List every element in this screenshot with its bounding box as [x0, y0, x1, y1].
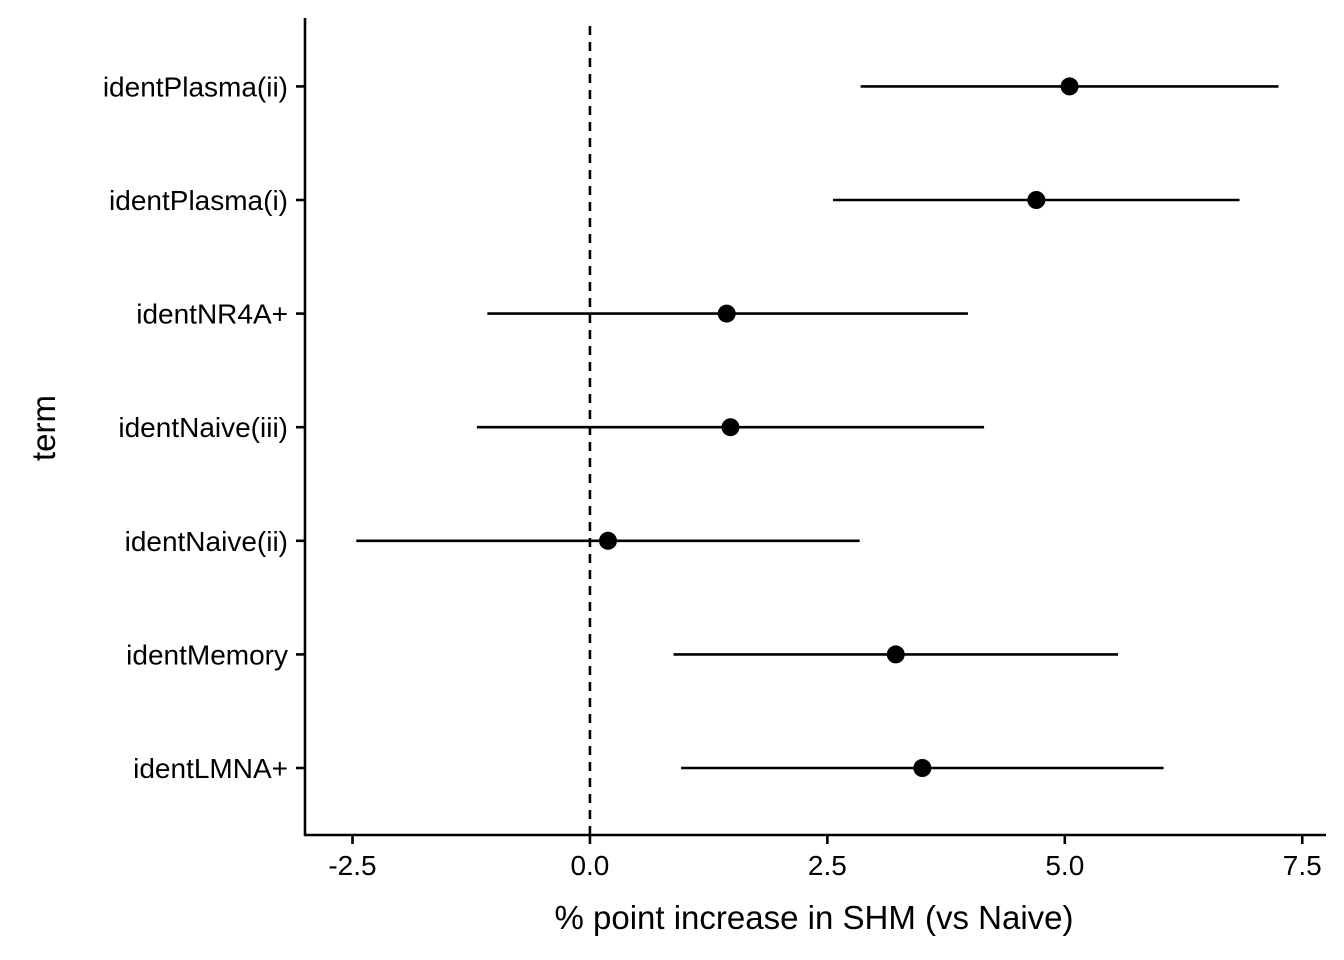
plot-marks: -2.5 0.0 2.5 5.0 7.5 identLMNA+ identMemory ide… [103, 18, 1326, 881]
x-tick-label: 2.5 [808, 850, 847, 881]
y-tick-label: identMemory [126, 639, 288, 670]
x-tick-label: -2.5 [328, 850, 376, 881]
estimate-point [1027, 191, 1046, 209]
estimate-point [1060, 77, 1079, 96]
estimate-point [721, 418, 740, 437]
x-tick-label: 7.5 [1283, 850, 1322, 881]
y-axis-title: term [25, 395, 62, 461]
x-axis-title: % point increase in SHM (vs Naive) [554, 899, 1073, 936]
y-tick-label: identPlasma(i) [109, 185, 288, 216]
y-tick-label: identNR4A+ [136, 299, 288, 330]
estimate-point [598, 531, 617, 550]
y-tick-label: identPlasma(ii) [103, 71, 288, 102]
estimate-point [886, 645, 905, 664]
estimate-point [717, 304, 736, 323]
y-tick-label: identNaive(ii) [125, 526, 288, 557]
x-tick-label: 5.0 [1045, 850, 1084, 881]
y-tick-label: identNaive(iii) [118, 412, 288, 443]
estimate-point [913, 759, 932, 777]
y-tick-label: identLMNA+ [133, 753, 288, 784]
x-tick-label: 0.0 [570, 850, 609, 881]
